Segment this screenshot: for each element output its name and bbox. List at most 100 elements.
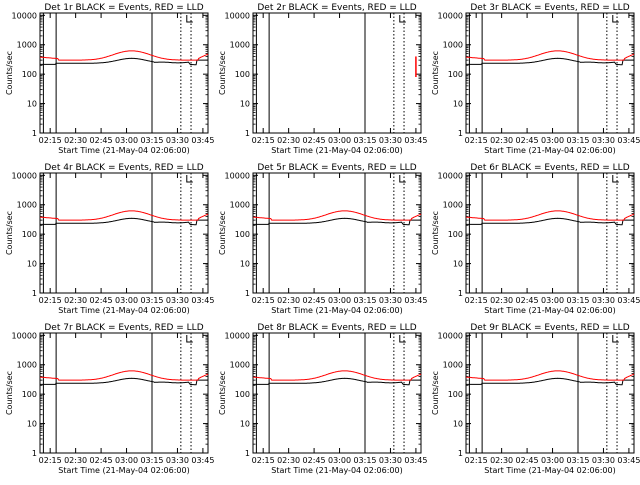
x-axis-label: Start Time (21-May-04 02:06:00) bbox=[58, 146, 189, 155]
lld-series-line bbox=[465, 370, 635, 381]
plot-frame bbox=[39, 172, 209, 294]
interval-bracket bbox=[612, 15, 619, 23]
y-tick-label: 10000 bbox=[438, 331, 463, 340]
panel-title: Det 7r BLACK = Events, RED = LLD bbox=[44, 323, 203, 333]
y-tick-label: 1000 bbox=[443, 361, 463, 370]
y-tick-label: 1000 bbox=[17, 361, 37, 370]
events-series-line bbox=[466, 57, 634, 66]
x-tick-label: 02:15 bbox=[465, 296, 488, 305]
panel-title: Det 5r BLACK = Events, RED = LLD bbox=[257, 163, 416, 173]
plot-frame bbox=[252, 12, 422, 134]
y-axis-label: Counts/sec bbox=[218, 211, 227, 255]
x-tick-label: 03:30 bbox=[379, 136, 402, 145]
x-tick-label: 02:45 bbox=[516, 296, 539, 305]
interval-bracket bbox=[612, 175, 619, 183]
y-tick-label: 10000 bbox=[12, 171, 37, 180]
lld-series-line bbox=[252, 370, 422, 381]
x-tick-label: 03:00 bbox=[328, 136, 351, 145]
x-tick-label: 02:45 bbox=[516, 456, 539, 465]
events-series-line bbox=[40, 377, 208, 386]
x-tick-label: 03:45 bbox=[617, 296, 640, 305]
plot-frame bbox=[39, 12, 209, 134]
lld-series-line bbox=[39, 370, 209, 381]
x-axis-label: Start Time (21-May-04 02:06:00) bbox=[484, 146, 615, 155]
x-tick-label: 02:15 bbox=[465, 136, 488, 145]
y-tick-label: 10000 bbox=[225, 171, 250, 180]
y-tick-label: 1 bbox=[245, 129, 250, 138]
y-axis-label: Counts/sec bbox=[218, 51, 227, 95]
y-tick-label: 1 bbox=[245, 289, 250, 298]
plot-frame bbox=[252, 172, 422, 294]
y-tick-label: 10 bbox=[453, 260, 463, 269]
y-axis-label: Counts/sec bbox=[5, 211, 14, 255]
x-tick-label: 03:00 bbox=[328, 296, 351, 305]
detector-panel: Det 3r BLACK = Events, RED = LLD 1 10 100 10… bbox=[431, 3, 640, 155]
x-axis-label: Start Time (21-May-04 02:06:00) bbox=[484, 466, 615, 475]
y-tick-label: 10 bbox=[27, 420, 37, 429]
x-tick-label: 02:30 bbox=[277, 296, 300, 305]
x-tick-label: 02:30 bbox=[490, 296, 513, 305]
interval-bracket bbox=[186, 335, 193, 343]
y-tick-label: 100 bbox=[22, 70, 37, 79]
x-tick-label: 02:15 bbox=[39, 296, 62, 305]
events-series-line bbox=[253, 377, 421, 386]
y-tick-label: 100 bbox=[448, 390, 463, 399]
y-tick-label: 10 bbox=[27, 100, 37, 109]
y-tick-label: 1000 bbox=[230, 41, 250, 50]
x-tick-label: 03:15 bbox=[353, 296, 376, 305]
interval-bracket bbox=[186, 15, 193, 23]
y-tick-label: 10000 bbox=[438, 171, 463, 180]
x-tick-label: 03:30 bbox=[592, 296, 615, 305]
y-tick-label: 100 bbox=[448, 70, 463, 79]
y-tick-label: 10000 bbox=[12, 331, 37, 340]
x-tick-label: 02:30 bbox=[64, 456, 87, 465]
y-tick-label: 10 bbox=[453, 100, 463, 109]
x-tick-label: 03:15 bbox=[566, 456, 589, 465]
y-tick-label: 10 bbox=[240, 100, 250, 109]
x-tick-label: 03:00 bbox=[541, 136, 564, 145]
y-tick-label: 1000 bbox=[17, 41, 37, 50]
y-tick-label: 1 bbox=[458, 449, 463, 458]
x-tick-label: 03:30 bbox=[379, 456, 402, 465]
x-tick-label: 03:45 bbox=[617, 456, 640, 465]
x-tick-label: 03:15 bbox=[566, 136, 589, 145]
y-tick-label: 10000 bbox=[438, 11, 463, 20]
x-tick-label: 03:00 bbox=[541, 456, 564, 465]
x-tick-label: 03:00 bbox=[328, 456, 351, 465]
y-tick-label: 100 bbox=[235, 70, 250, 79]
lld-series-line bbox=[39, 210, 209, 221]
x-tick-label: 02:15 bbox=[39, 456, 62, 465]
y-axis-label: Counts/sec bbox=[218, 371, 227, 415]
y-tick-label: 1000 bbox=[17, 201, 37, 210]
x-tick-label: 03:45 bbox=[404, 296, 427, 305]
y-tick-label: 1 bbox=[32, 289, 37, 298]
detector-panel: Det 5r BLACK = Events, RED = LLD 1 10 100 10… bbox=[218, 163, 427, 315]
x-tick-label: 02:30 bbox=[277, 456, 300, 465]
x-tick-label: 02:45 bbox=[90, 136, 113, 145]
y-tick-label: 100 bbox=[235, 390, 250, 399]
interval-bracket bbox=[399, 15, 406, 23]
x-tick-label: 03:30 bbox=[592, 456, 615, 465]
lld-series-line bbox=[465, 50, 635, 61]
x-tick-label: 03:45 bbox=[617, 136, 640, 145]
events-series-line bbox=[40, 217, 208, 226]
x-tick-label: 03:45 bbox=[404, 456, 427, 465]
x-tick-label: 03:00 bbox=[115, 456, 138, 465]
x-tick-label: 03:30 bbox=[166, 136, 189, 145]
panel-title: Det 8r BLACK = Events, RED = LLD bbox=[257, 323, 416, 333]
y-tick-label: 1 bbox=[458, 289, 463, 298]
x-tick-label: 03:45 bbox=[404, 136, 427, 145]
detector-panel: Det 9r BLACK = Events, RED = LLD 1 10 100 10… bbox=[431, 323, 640, 475]
x-tick-label: 02:15 bbox=[252, 136, 275, 145]
x-tick-label: 02:15 bbox=[465, 456, 488, 465]
x-axis-label: Start Time (21-May-04 02:06:00) bbox=[271, 306, 402, 315]
panel-title: Det 1r BLACK = Events, RED = LLD bbox=[44, 3, 203, 13]
y-tick-label: 10 bbox=[240, 420, 250, 429]
y-tick-label: 1000 bbox=[230, 361, 250, 370]
events-series-line bbox=[40, 57, 208, 66]
y-tick-label: 100 bbox=[22, 390, 37, 399]
x-tick-label: 03:15 bbox=[140, 136, 163, 145]
y-tick-label: 1000 bbox=[230, 201, 250, 210]
interval-bracket bbox=[186, 175, 193, 183]
